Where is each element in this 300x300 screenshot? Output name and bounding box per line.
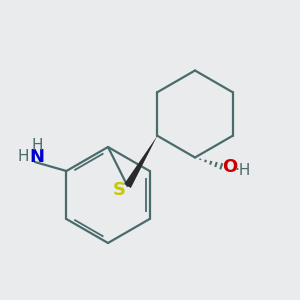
Text: N: N: [30, 148, 45, 166]
Text: O: O: [223, 158, 238, 175]
Text: ·H: ·H: [234, 164, 250, 178]
Text: H: H: [18, 149, 29, 164]
Text: H: H: [32, 138, 43, 153]
Text: S: S: [112, 181, 126, 199]
Polygon shape: [124, 136, 157, 188]
